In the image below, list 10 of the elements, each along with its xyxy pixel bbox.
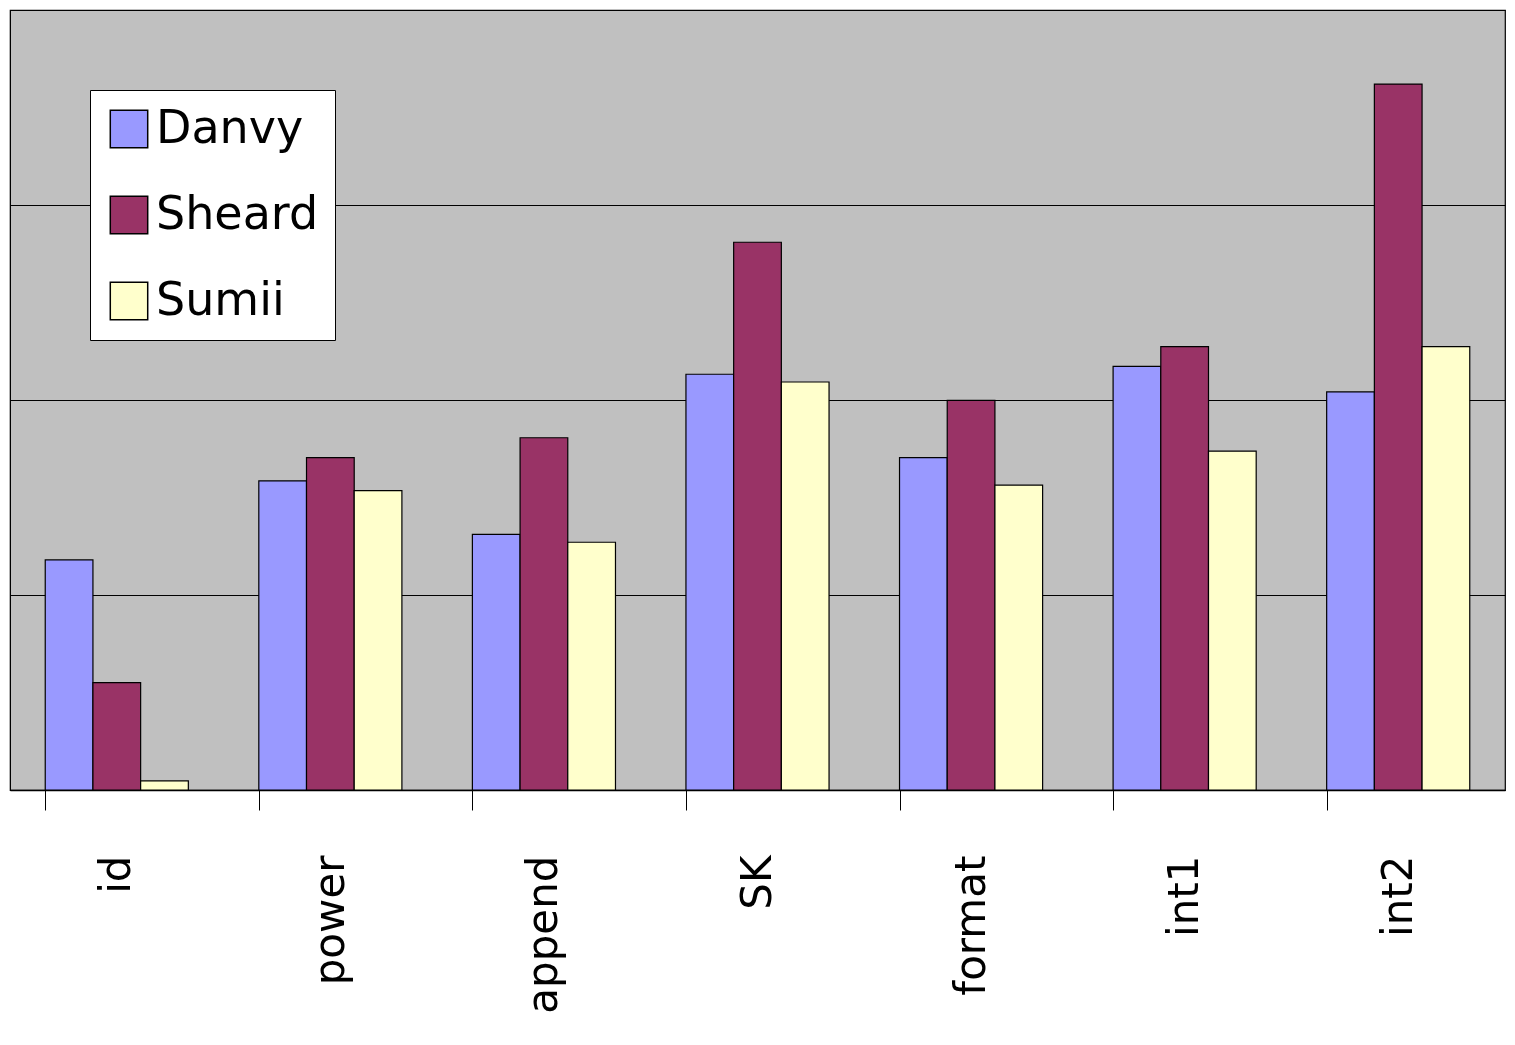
x-tick-label: power [304,854,354,986]
legend-label: Danvy [156,100,304,154]
x-tick-label: format [945,855,995,996]
x-tick-label: int2 [1372,855,1422,937]
legend-label: Sumii [156,272,285,326]
x-tick-label: append [518,855,568,1014]
x-tick-label: SK [732,854,781,910]
x-tick-label: id [91,855,141,894]
x-tick-label: int1 [1159,855,1209,937]
legend-label: Sheard [156,186,319,240]
